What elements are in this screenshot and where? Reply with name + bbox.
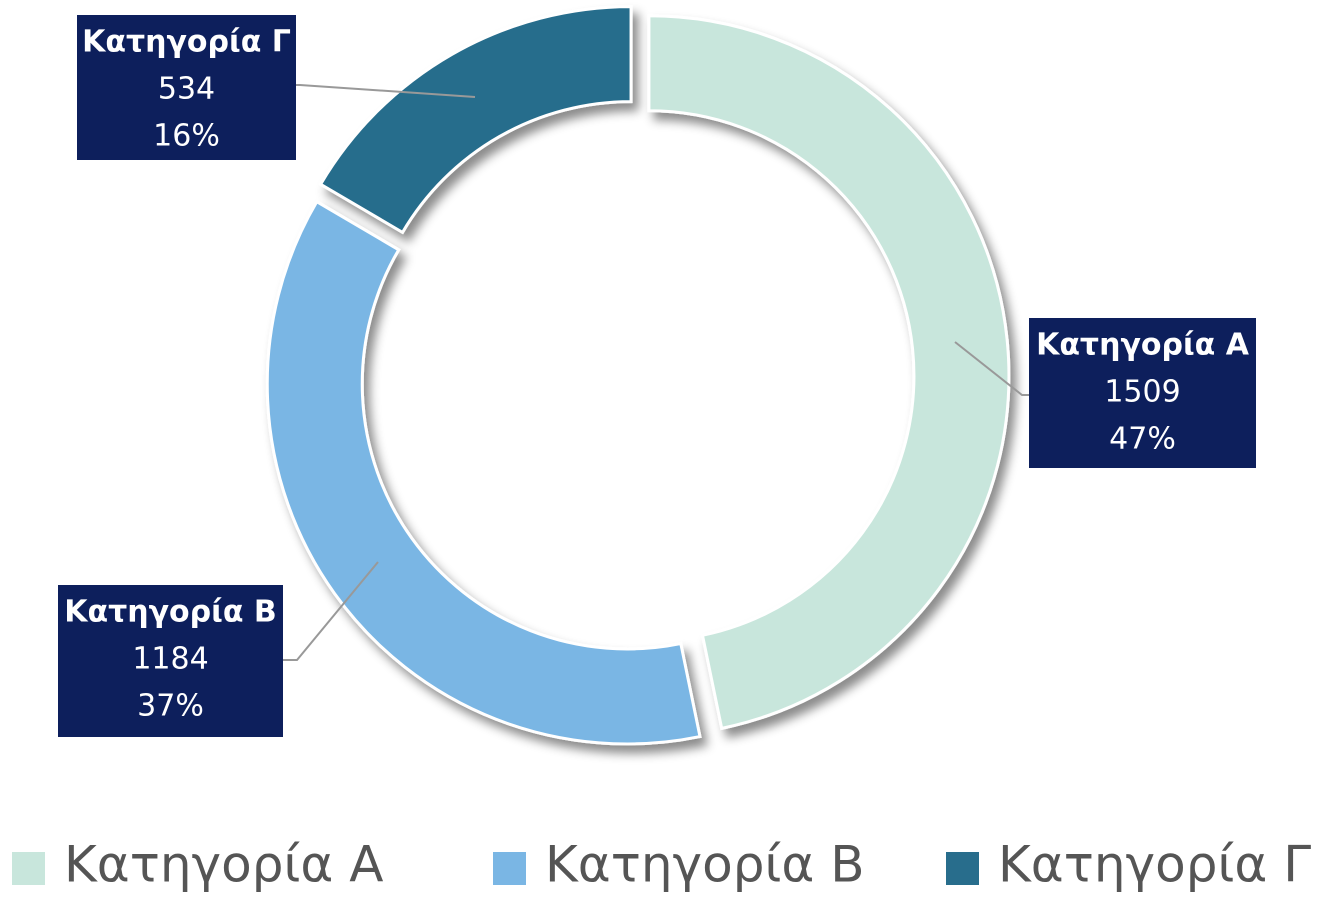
label-category: Κατηγορία Γ xyxy=(82,25,291,60)
label-percent: 37% xyxy=(137,689,204,724)
label-value: 1184 xyxy=(132,642,208,677)
label-value: 534 xyxy=(158,72,215,107)
legend-swatch xyxy=(946,852,979,885)
label-percent: 16% xyxy=(153,119,220,154)
label-box xyxy=(1029,318,1256,468)
leader-line xyxy=(296,84,476,98)
label-value: 1509 xyxy=(1104,375,1180,410)
label-box xyxy=(77,15,296,160)
legend-swatch xyxy=(12,852,45,885)
label-box xyxy=(58,585,283,737)
donut-slice xyxy=(647,14,1011,731)
donut-slice xyxy=(265,199,702,746)
label-category: Κατηγορία Α xyxy=(1036,328,1250,363)
legend-label: Κατηγορία Β xyxy=(545,836,865,894)
legend-label: Κατηγορία Α xyxy=(64,836,383,894)
leader-line xyxy=(954,341,1029,396)
legend-label: Κατηγορία Γ xyxy=(998,836,1311,894)
label-percent: 47% xyxy=(1109,422,1176,457)
legend-swatch xyxy=(493,852,526,885)
leader-line xyxy=(283,561,379,661)
donut-slice xyxy=(318,5,633,235)
donut xyxy=(265,5,1011,746)
label-category: Κατηγορία Β xyxy=(64,595,277,630)
